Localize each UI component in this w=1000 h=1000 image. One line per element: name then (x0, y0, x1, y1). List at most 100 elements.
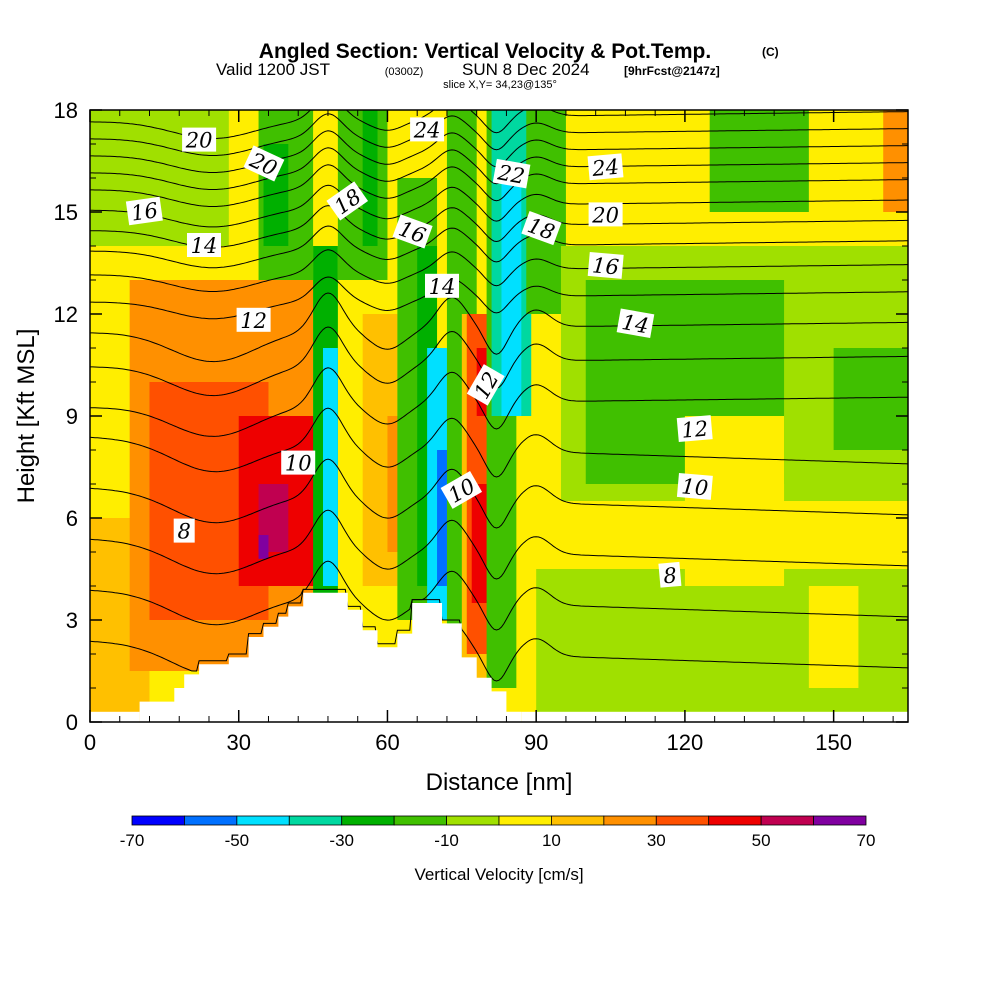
contour-label-24: 24 (410, 117, 445, 142)
axes: 0 30 60 90 120 150 0 3 6 9 12 15 18 (54, 98, 908, 755)
valid-time-utc: (0300Z) (385, 66, 424, 78)
contour-label-8: 8 (658, 561, 682, 588)
y-tick-label: 3 (66, 608, 78, 633)
contour-label-box (125, 196, 163, 226)
x-tick-label: 30 (226, 730, 250, 755)
y-tick-label: 18 (54, 98, 78, 123)
contour-label-14: 14 (616, 308, 655, 338)
velocity-cell-33 (709, 110, 809, 212)
contour-label-box (676, 415, 713, 443)
isentrope-9 (90, 509, 908, 580)
colorbar-tick-label: -10 (434, 831, 459, 850)
isentrope-23 (90, 113, 908, 156)
contour-label-box (243, 145, 285, 182)
contour-label-box (492, 158, 531, 189)
contour-label-box (440, 471, 483, 509)
colorbar-swatch-11 (708, 815, 762, 826)
colorbar-title: Vertical Velocity [cm/s] (414, 865, 583, 884)
contour-label-text: 24 (590, 155, 620, 181)
colorbar-swatch-8 (551, 815, 605, 826)
contour-label-box (587, 251, 624, 279)
contour-label-text: 20 (185, 129, 213, 153)
forecast-info: [9hrFcst@2147z] (624, 64, 720, 78)
velocity-cell-35 (808, 586, 859, 688)
colorbar-swatch-1 (184, 815, 238, 826)
contour-label-text: 10 (680, 474, 709, 500)
isentrope-16 (90, 249, 908, 292)
contour-label-box (521, 210, 562, 246)
contour-label-14: 14 (425, 273, 459, 299)
velocity-cell-34 (684, 416, 785, 586)
velocity-cell-13 (362, 110, 378, 246)
contour-label-box (410, 117, 445, 142)
colorbar: -70 -50 -30 -10 10 30 50 70 (120, 815, 876, 850)
contour-label-24: 24 (587, 153, 624, 181)
contour-label-20: 20 (588, 202, 623, 227)
x-axis-label: Distance [nm] (426, 769, 573, 796)
contour-label-8: 8 (173, 518, 195, 544)
contour-label-text: 12 (240, 309, 267, 333)
velocity-cell-32 (833, 348, 908, 450)
contour-label-box (326, 181, 369, 221)
x-tick-label: 0 (84, 730, 96, 755)
contour-label-box (616, 308, 655, 338)
velocity-cell-27 (501, 178, 522, 416)
colorbar-tick-label: 70 (857, 831, 876, 850)
contour-label-text: 14 (191, 234, 218, 258)
isentrope-13 (90, 326, 908, 397)
contour-label-10: 10 (281, 450, 316, 476)
chart-title-unit: (C) (762, 45, 779, 59)
y-tick-label: 12 (54, 302, 78, 327)
contour-label-12: 12 (676, 415, 713, 443)
contour-label-box (182, 127, 217, 152)
isentrope-20 (90, 164, 908, 207)
colorbar-swatch-3 (288, 815, 343, 826)
vertical-velocity-field (90, 110, 908, 722)
isentrope-24 (90, 110, 908, 139)
colorbar-tick-label: -70 (120, 831, 145, 850)
contour-label-text: 16 (130, 198, 160, 225)
contour-label-text: 10 (285, 452, 312, 476)
contour-label-text: 20 (591, 203, 619, 227)
potential-temperature-contours (90, 110, 908, 682)
contour-label-12: 12 (236, 307, 271, 333)
contour-label-10: 10 (676, 472, 713, 501)
contour-label-text: 12 (680, 416, 709, 442)
isentrope-10 (90, 458, 908, 529)
terrain-profile (90, 592, 908, 722)
colorbar-tick-label: -50 (225, 831, 250, 850)
contour-label-text: 22 (495, 160, 526, 188)
colorbar-swatch-12 (760, 815, 814, 826)
velocity-cell-7 (258, 535, 269, 559)
contour-label-box (425, 273, 459, 298)
colorbar-swatch-13 (813, 815, 867, 826)
velocity-cell-36 (883, 110, 908, 212)
colorbar-swatch-0 (131, 815, 185, 826)
contour-label-14: 14 (187, 233, 221, 258)
isentrope-8 (90, 560, 908, 631)
y-tick-label: 0 (66, 710, 78, 735)
colorbar-swatch-5 (393, 815, 447, 826)
contour-label-16: 16 (587, 251, 624, 280)
y-tick-label: 9 (66, 404, 78, 429)
contour-label-text: 24 (413, 118, 441, 142)
contour-label-text: 14 (429, 275, 456, 299)
colorbar-tick-label: 10 (542, 831, 561, 850)
x-tick-label: 60 (375, 730, 399, 755)
chart-title: Angled Section: Vertical Velocity & Pot.… (259, 40, 711, 63)
colorbar-swatch-2 (236, 815, 290, 826)
velocity-cell-11 (323, 348, 338, 586)
terrain-base-left (90, 711, 140, 722)
x-tick-label: 90 (524, 730, 548, 755)
contour-label-box (236, 307, 271, 332)
contour-label-box (658, 561, 682, 588)
colorbar-swatch-7 (498, 815, 552, 826)
y-tick-label: 15 (54, 200, 78, 225)
isentrope-18 (90, 205, 908, 248)
contour-label-16: 16 (125, 196, 163, 226)
y-axis-label: Height [Kft MSL] (13, 329, 40, 504)
isentrope-14 (90, 292, 908, 363)
